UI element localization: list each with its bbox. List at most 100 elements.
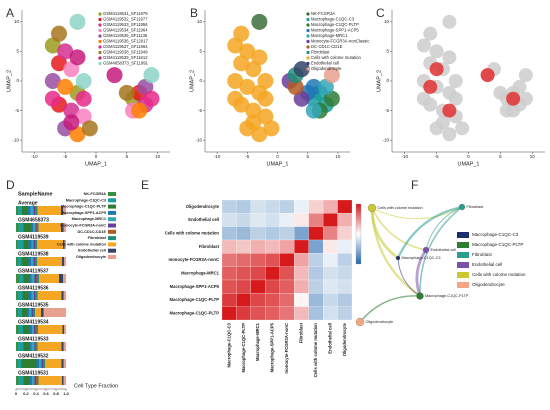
bar-segment [27,308,29,317]
bar-segment [18,308,22,317]
point [137,78,154,95]
bar-segment [36,240,37,249]
bar-segment [23,223,31,232]
legend-label: Endothelial cell [311,61,339,66]
point [493,85,508,100]
legend-label: GSM4119538_SF11949 [103,50,148,55]
node [458,203,466,211]
legend-swatch [108,236,116,241]
node [422,246,430,254]
x-tick-label: -5 [435,154,439,159]
row-label: Macrophage-SPP1-ACP5 [170,284,220,289]
point [143,67,160,84]
bar-segment [37,257,62,266]
bar-segment [16,223,19,232]
bar-segment [22,206,28,215]
point [416,91,431,106]
bar-segment [34,291,35,300]
legend-label: Oligodendrocyte [76,255,106,259]
legend-swatch [98,45,102,49]
legend-label: monocyte-FCGR3A-nonC [60,224,106,228]
heat-cell [236,253,251,267]
bar-segment [23,274,29,283]
heat-cell [279,199,295,214]
point [63,102,80,119]
row-label: Average [18,200,38,206]
point [442,14,457,29]
legend-label: Monocyte-FCGR3A-nonClassic [311,39,369,44]
legend-label: Fibroblast [472,252,493,257]
x-tick-label: 0 [15,391,18,396]
bar-segment [63,274,66,283]
point [251,13,268,30]
point [263,120,280,137]
heat-cell [294,293,309,307]
y-tick-label: 10 [384,19,390,24]
legend-swatch [306,45,310,49]
heat-cell [308,306,324,321]
point [251,49,268,66]
edge [371,207,427,251]
legend-swatch [108,204,116,209]
x-tick-label: 10 [335,154,341,159]
point [429,44,444,59]
bar-segment [63,291,66,300]
bar-segment [34,376,36,385]
heat-cell [221,239,237,254]
legend-label: GSM4658373_SF11991 [103,61,149,66]
edge [425,206,463,251]
legend-label: Oligodendrocyte [311,66,342,71]
legend-swatch [98,39,102,44]
heat-cell [279,293,295,307]
legend-swatch [108,223,116,228]
bar-segment [31,223,33,232]
heat-cell [308,226,324,241]
bar-segment [35,257,37,266]
column-label: Cells with colome mutation [313,323,318,378]
heat-cell [265,199,280,214]
point [227,37,244,54]
legend-swatch [306,28,310,33]
bar-segment [36,274,38,283]
heat-cell [337,239,353,254]
column-label: Macrophage-SPP1-ACP5 [270,322,275,372]
heat-cell [250,253,266,267]
legend-swatch [306,34,310,38]
edge [370,207,399,260]
point [518,91,533,106]
bar-segment [31,342,35,351]
legend-label: Fibroblast [311,50,330,55]
legend-label: GSM4119532_SF11977 [103,17,148,22]
row-label: GSM4119534 [18,319,49,325]
point [416,38,431,53]
bar-segment [31,240,34,249]
bar-segment [36,206,38,215]
point [143,90,160,107]
y-tick-label: -5 [15,108,19,113]
point [44,73,61,89]
bar-segment [33,240,35,249]
heat-cell [308,199,324,214]
heat-cell [221,213,237,227]
heat-cell [265,293,280,307]
x-tick-label: 10 [155,154,161,159]
bar-segment [41,308,44,317]
heat-cell [221,199,237,214]
heat-cell [221,266,237,281]
bar-segment [34,325,36,334]
heat-cell [279,266,295,281]
heat-cell [279,226,295,241]
legend-label: Macrophage-MRC1 [311,33,348,38]
heat-cell [265,306,280,321]
heat-cell [337,199,353,214]
point [257,108,274,125]
bar-segment [16,376,19,385]
edge [359,295,421,323]
bar-segment [35,223,37,232]
legend-label: DC-CD1C-CD1E [311,44,343,49]
heat-cell [265,239,280,254]
point [239,43,256,60]
legend-swatch [457,262,469,268]
panel-letter: C [376,6,385,20]
y-tick-label: 0 [16,78,19,83]
